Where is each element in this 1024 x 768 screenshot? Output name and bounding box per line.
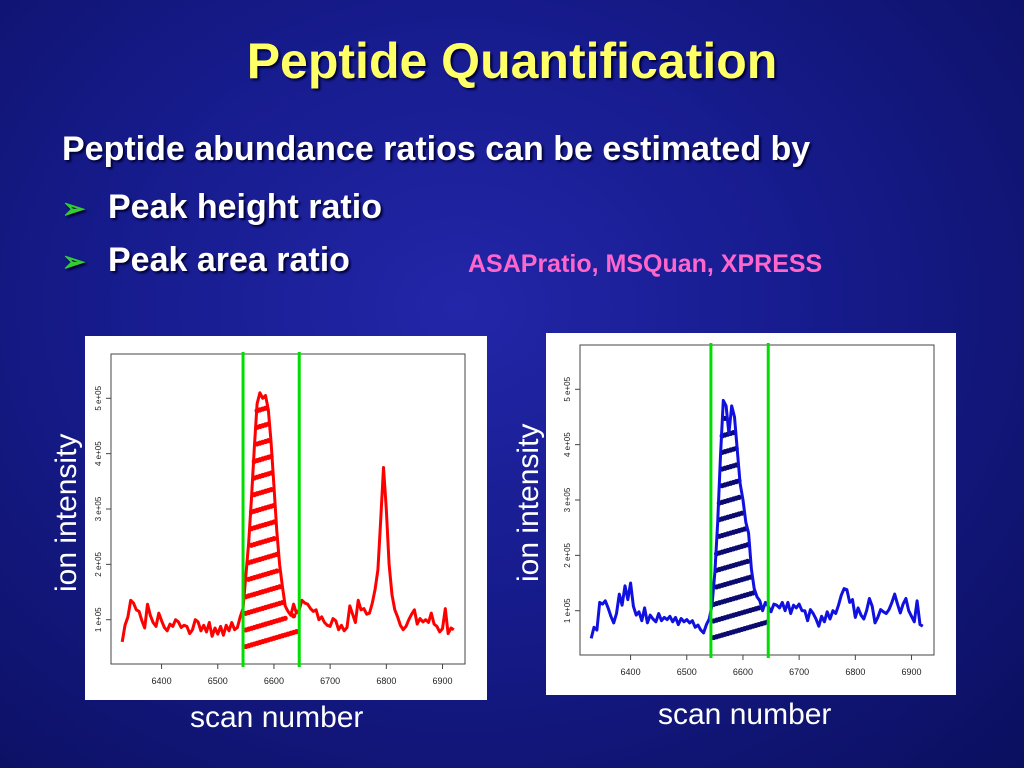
x-tick-label: 6500 <box>677 667 697 677</box>
y-tick-label: 1 e+05 <box>94 607 103 632</box>
x-tick-label: 6600 <box>733 667 753 677</box>
ion-intensity-line <box>589 398 924 639</box>
y-tick-label: 4 e+05 <box>94 441 103 466</box>
x-tick-label: 6800 <box>845 667 865 677</box>
ion-intensity-line <box>120 391 455 643</box>
area-fill-dot <box>744 558 751 564</box>
x-tick-label: 6800 <box>376 676 396 686</box>
tools-note: ASAPratio, MSQuan, XPRESS <box>468 250 823 278</box>
bullet-label: Peak area ratio <box>108 241 350 279</box>
x-tick-label: 6500 <box>208 676 228 686</box>
y-tick-label: 1 e+05 <box>563 598 572 623</box>
area-fill-dot <box>271 536 277 542</box>
y-tick-label: 3 e+05 <box>563 487 572 512</box>
y-tick-label: 4 e+05 <box>563 432 572 457</box>
x-tick-label: 6600 <box>264 676 284 686</box>
x-axis-label: scan number <box>658 698 832 731</box>
area-fill-dot <box>268 487 274 493</box>
y-tick-label: 5 e+05 <box>563 376 572 401</box>
y-tick-label: 3 e+05 <box>94 496 103 521</box>
area-fill-dot <box>293 629 300 635</box>
arrow-bullet-icon: ➢ <box>62 246 86 277</box>
x-axis-label: scan number <box>190 701 364 734</box>
y-axis-label: ion intensity <box>512 423 545 582</box>
x-tick-label: 6900 <box>902 667 922 677</box>
area-fill-dot <box>282 615 288 621</box>
x-tick-label: 6700 <box>320 676 340 686</box>
arrow-bullet-icon: ➢ <box>62 193 86 224</box>
x-tick-label: 6900 <box>433 676 453 686</box>
y-tick-label: 5 e+05 <box>94 385 103 410</box>
chart-panel-blue: 6400 6500 6600 6700 6800 6900 1 e+05 2 e+05 3 e+… <box>546 333 956 695</box>
y-tick-label: 2 e+05 <box>563 542 572 567</box>
area-fill-dot <box>736 494 742 500</box>
chart-blue-peak: 6400 6500 6600 6700 6800 6900 1 e+05 2 e+05 3 e+… <box>563 343 935 677</box>
y-axis-label: ion intensity <box>50 433 83 592</box>
chart-panel-red: 6400 6500 6600 6700 6800 6900 1 e+05 2 e+05 3 e+… <box>85 336 487 700</box>
intro-text: Peptide abundance ratios can be estimate… <box>62 130 811 168</box>
x-tick-label: 6400 <box>621 667 641 677</box>
x-tick-label: 6400 <box>152 676 172 686</box>
bullet-label: Peak height ratio <box>108 188 382 226</box>
area-fill-dot <box>274 568 280 574</box>
y-tick-label: 2 e+05 <box>94 551 103 576</box>
slide-title: Peptide Quantification <box>246 33 778 89</box>
x-tick-label: 6700 <box>789 667 809 677</box>
bullet-peak-height: ➢ Peak height ratio <box>62 188 382 227</box>
plot-frame <box>110 353 466 665</box>
chart-red-peak: 6400 6500 6600 6700 6800 6900 1 e+05 2 e+05 3 e+… <box>94 352 466 686</box>
bullet-peak-area: ➢ Peak area ratio <box>62 241 350 280</box>
